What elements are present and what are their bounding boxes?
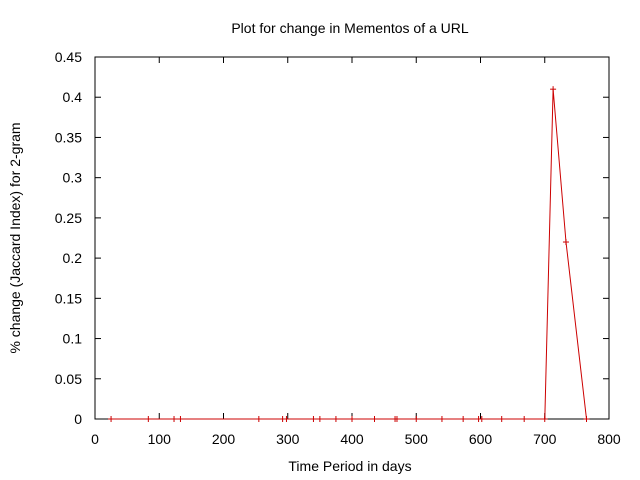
x-tick-label: 600 <box>469 431 493 447</box>
data-point <box>371 416 378 422</box>
data-point <box>521 416 528 422</box>
data-point <box>332 416 339 422</box>
data-point <box>562 239 569 246</box>
data-point <box>145 416 152 422</box>
x-tick-label: 800 <box>597 431 621 447</box>
data-point <box>413 416 420 422</box>
data-point <box>283 416 290 422</box>
series-line <box>111 89 587 420</box>
data-point <box>171 416 178 422</box>
x-tick-label: 500 <box>405 431 429 447</box>
data-point <box>498 416 505 422</box>
data-point <box>255 416 262 422</box>
y-tick-label: 0.15 <box>55 290 82 306</box>
plot-frame <box>94 56 610 420</box>
x-axis-label: Time Period in days <box>288 458 411 474</box>
y-tick-label: 0.35 <box>55 129 82 145</box>
y-tick-label: 0 <box>74 411 82 427</box>
data-point <box>460 416 467 422</box>
data-point <box>316 416 323 422</box>
y-tick-label: 0.25 <box>55 210 82 226</box>
y-tick-label: 0.45 <box>55 49 82 65</box>
data-point <box>478 416 485 422</box>
chart-title: Plot for change in Mementos of a URL <box>231 20 469 36</box>
data-point <box>108 416 115 422</box>
data-point <box>349 416 355 422</box>
data-point <box>583 416 590 422</box>
x-tick-label: 700 <box>533 431 557 447</box>
data-point <box>541 416 548 422</box>
data-point <box>310 416 317 422</box>
y-axis-label: % change (Jaccard Index) for 2-gram <box>7 122 23 353</box>
data-point <box>177 416 184 422</box>
series-group <box>108 86 590 422</box>
x-tick-label: 300 <box>276 431 300 447</box>
x-tick-label: 200 <box>212 431 236 447</box>
y-tick-label: 0.1 <box>63 331 83 347</box>
y-tick-label: 0.3 <box>63 170 83 186</box>
data-point <box>438 416 445 422</box>
y-tick-label: 0.4 <box>63 89 83 105</box>
x-tick-label: 100 <box>148 431 172 447</box>
y-tick-label: 0.2 <box>63 250 83 266</box>
y-tick-label: 0.05 <box>55 371 82 387</box>
data-point <box>393 416 400 422</box>
x-tick-label: 400 <box>340 431 364 447</box>
axis-ticks: 0 100 200 300 400 500 600 700 800 0 0.05 0.1 0.15 0.2… <box>55 49 621 447</box>
data-point <box>550 86 557 93</box>
x-tick-label: 0 <box>91 431 99 447</box>
